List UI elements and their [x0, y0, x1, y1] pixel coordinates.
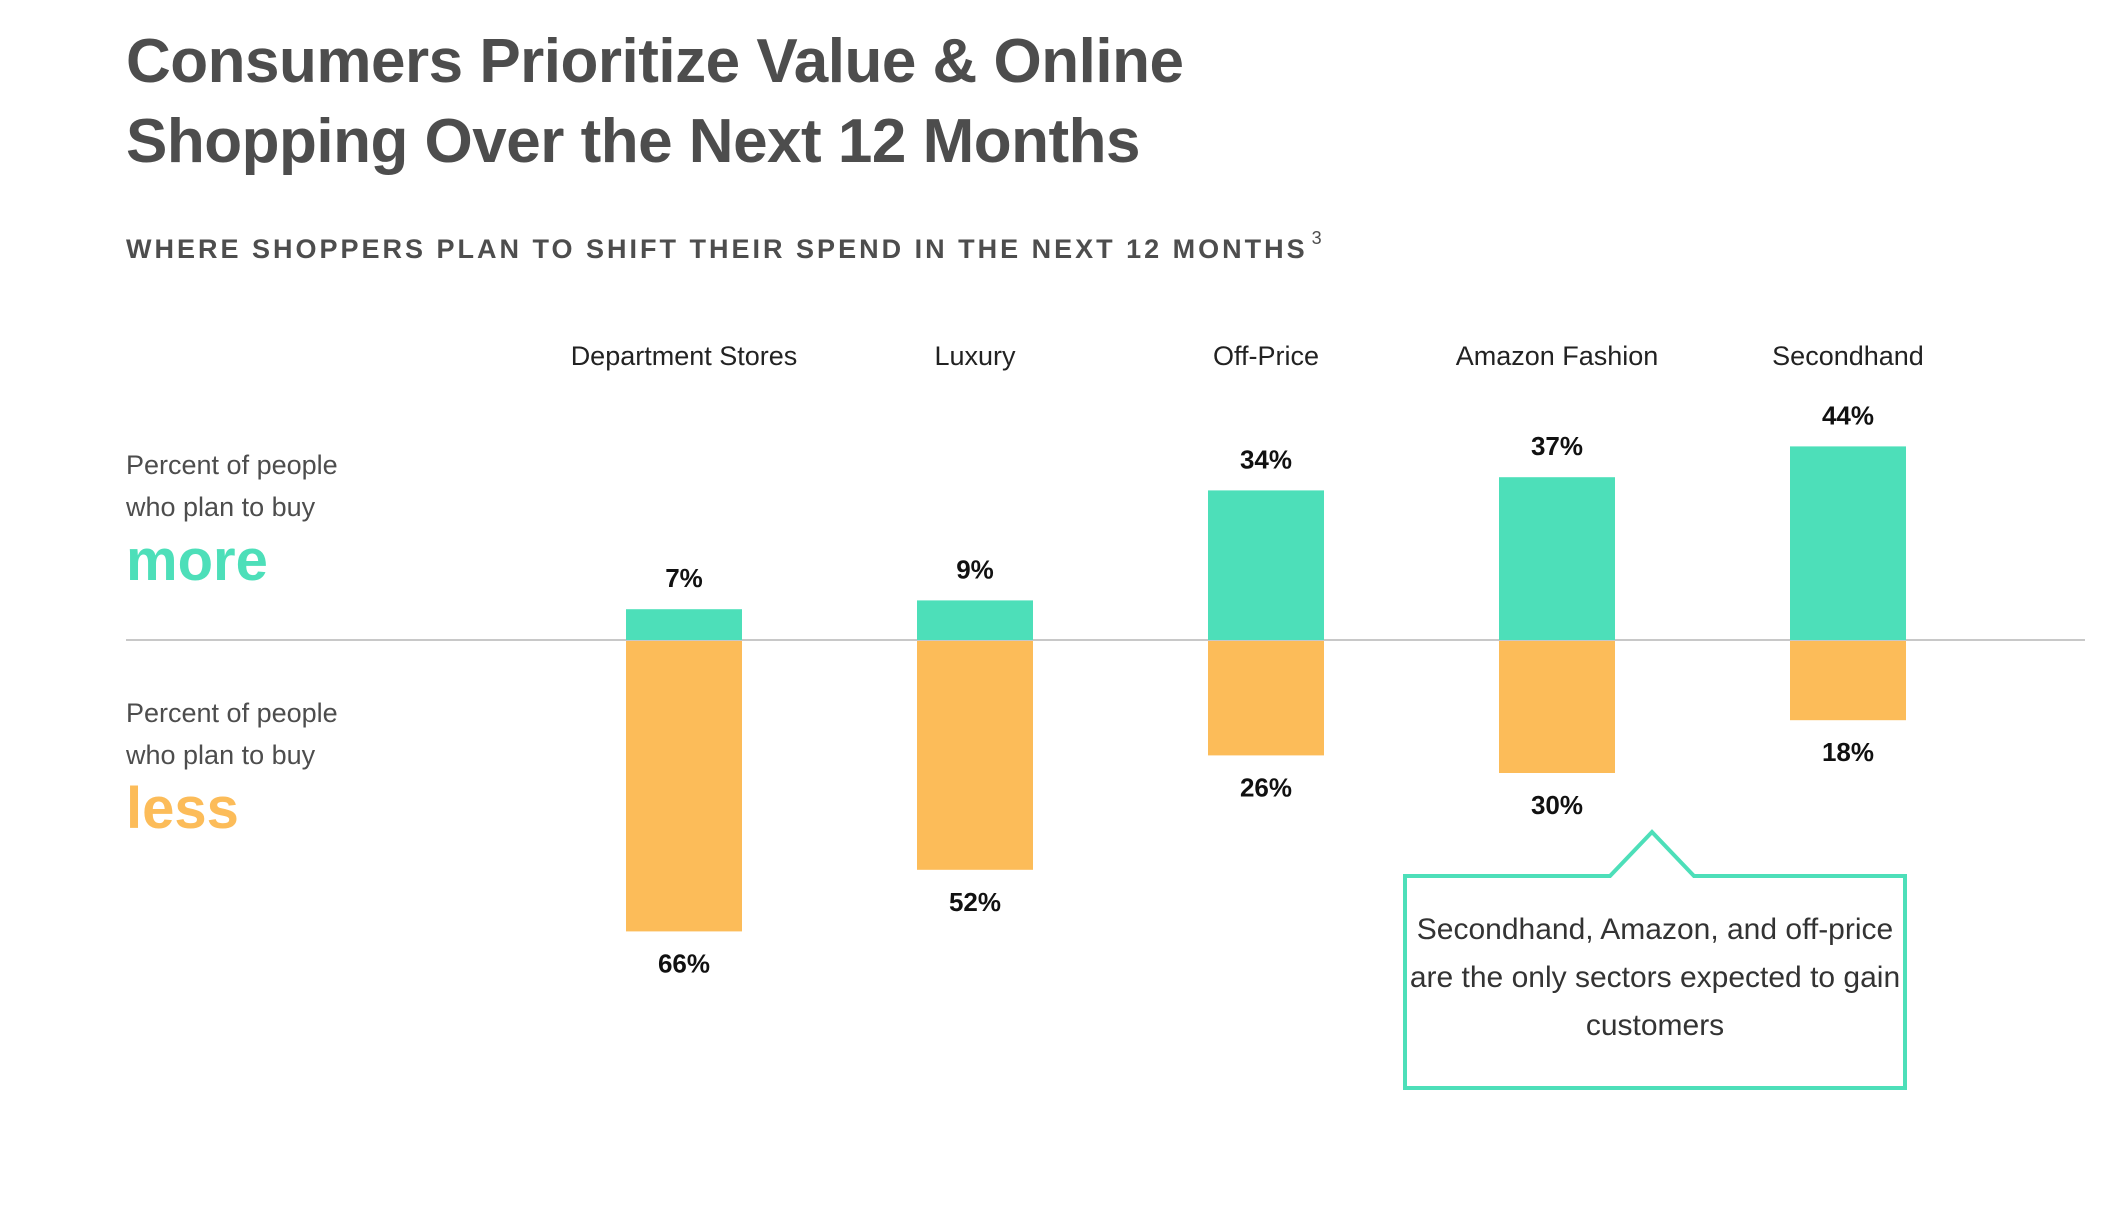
bars-group: Department Stores 7% 66% Luxury 9% 52% Off-Pri… [571, 341, 1924, 978]
category-label-department-stores: Department Stores [571, 341, 798, 371]
value-label-more-department-stores: 7% [665, 563, 703, 593]
legend-less-line-1: Percent of people [126, 698, 338, 728]
bar-less-department-stores [626, 641, 742, 932]
callout-box [1403, 829, 1907, 1090]
category-label-off-price: Off-Price [1213, 341, 1319, 371]
value-label-less-off-price: 26% [1240, 772, 1292, 802]
value-label-less-amazon-fashion: 30% [1531, 790, 1583, 820]
bar-more-secondhand [1790, 446, 1906, 640]
value-label-less-department-stores: 66% [658, 948, 710, 978]
legend-more-word: more [126, 528, 268, 593]
value-label-less-luxury: 52% [949, 887, 1001, 917]
bar-less-off-price [1208, 641, 1324, 756]
chart-title: Consumers Prioritize Value & Online Shop… [126, 22, 1184, 182]
chart-subtitle-text: WHERE SHOPPERS PLAN TO SHIFT THEIR SPEND… [126, 234, 1308, 264]
category-label-secondhand: Secondhand [1772, 341, 1924, 371]
category-label-luxury: Luxury [934, 341, 1016, 371]
chart-subtitle: WHERE SHOPPERS PLAN TO SHIFT THEIR SPEND… [126, 228, 1322, 265]
legend-less-word: less [126, 776, 239, 841]
value-label-more-secondhand: 44% [1822, 400, 1874, 430]
footnote-marker: 3 [1311, 228, 1322, 248]
bar-more-department-stores [626, 609, 742, 640]
legend-more: Percent of people who plan to buy more [126, 444, 338, 592]
bar-more-off-price [1208, 490, 1324, 640]
chart-title-line-2: Shopping Over the Next 12 Months [126, 107, 1141, 176]
value-label-less-secondhand: 18% [1822, 737, 1874, 767]
legend-more-line-1: Percent of people [126, 450, 338, 480]
value-label-more-off-price: 34% [1240, 444, 1292, 474]
callout-text: Secondhand, Amazon, and off-price are th… [1409, 913, 1901, 1042]
legend-less: Percent of people who plan to buy less [126, 692, 338, 840]
bar-less-luxury [917, 641, 1033, 870]
value-label-more-luxury: 9% [956, 554, 994, 584]
chart-title-line-1: Consumers Prioritize Value & Online [126, 27, 1184, 96]
bar-more-luxury [917, 600, 1033, 640]
legend-more-line-2: who plan to buy [126, 492, 316, 522]
category-label-amazon-fashion: Amazon Fashion [1456, 341, 1659, 371]
value-label-more-amazon-fashion: 37% [1531, 431, 1583, 461]
legend-less-line-2: who plan to buy [126, 740, 316, 770]
bar-less-amazon-fashion [1499, 641, 1615, 773]
bar-less-secondhand [1790, 641, 1906, 721]
bar-more-amazon-fashion [1499, 477, 1615, 640]
